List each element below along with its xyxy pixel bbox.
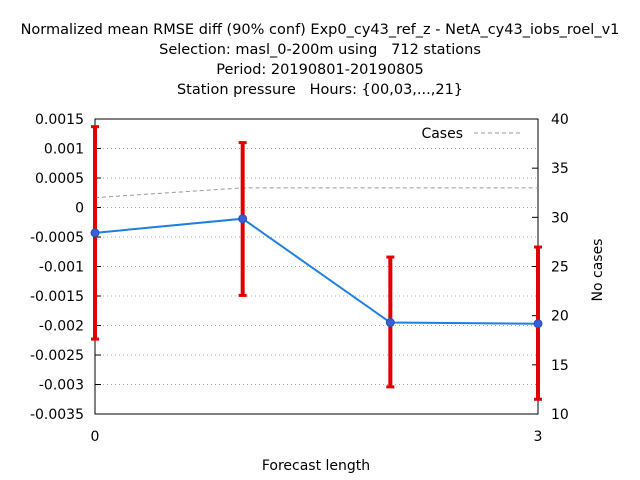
rmse-diff-series: [90, 214, 543, 329]
legend: Cases: [421, 126, 522, 142]
y-tick-label: 0: [75, 201, 84, 217]
cases-series: [94, 187, 538, 199]
y-tick-label: -0.0025: [30, 348, 84, 364]
cases-line: [94, 187, 538, 199]
y2-tick-label: 35: [551, 161, 569, 177]
y-tick-label: -0.0035: [30, 407, 84, 423]
data-point: [90, 228, 100, 238]
x-axis-label: Forecast length: [262, 458, 370, 474]
grid-lines: [95, 118, 538, 415]
legend-label-cases: Cases: [421, 126, 463, 142]
y2-tick-label: 40: [551, 112, 569, 128]
data-point: [385, 318, 395, 328]
y-tick-label: 0.0015: [35, 112, 84, 128]
y-tick-label: -0.0005: [30, 230, 84, 246]
y-tick-label: -0.001: [39, 260, 84, 276]
chart-title-line-2: Selection: masl_0-200m using 712 station…: [159, 42, 481, 58]
y-tick-label: -0.002: [39, 319, 84, 335]
y2-tick-label: 30: [551, 210, 569, 226]
chart-title-line-1: Normalized mean RMSE diff (90% conf) Exp…: [20, 22, 620, 38]
y2-axis-label: No cases: [590, 239, 606, 302]
y2-tick-label: 10: [551, 407, 569, 423]
chart-title-line-4: Station pressure Hours: {00,03,...,21}: [176, 82, 464, 98]
y-tick-label: -0.003: [39, 378, 84, 394]
x-tick-label: 0: [91, 429, 100, 445]
data-point: [238, 214, 248, 224]
data-point: [533, 319, 543, 329]
axes: 0.0015 0.001 0.0005 0 -0.0005 -0.001 -0.0015 -0…: [30, 112, 569, 445]
y-tick-label: -0.0015: [30, 289, 84, 305]
rmse-diff-line: [94, 217, 539, 325]
y-tick-label: 0.0005: [35, 171, 84, 187]
x-tick-label: 3: [534, 429, 543, 445]
y2-tick-label: 15: [551, 358, 569, 374]
error-bars: [91, 125, 542, 401]
y2-tick-label: 25: [551, 260, 569, 276]
chart-title-line-3: Period: 20190801-20190805: [216, 62, 424, 78]
y-tick-label: 0.001: [44, 142, 84, 158]
y2-tick-label: 20: [551, 309, 569, 325]
